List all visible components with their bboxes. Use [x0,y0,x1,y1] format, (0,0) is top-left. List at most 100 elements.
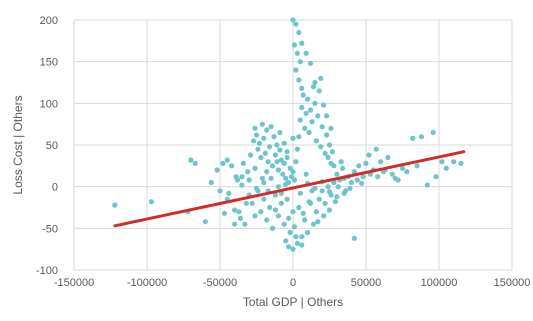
scatter-point [245,169,251,175]
scatter-point [318,75,324,81]
scatter-point [237,215,244,221]
scatter-point [306,129,312,136]
scatter-point [389,171,395,177]
scatter-point [272,152,279,158]
x-tick-label: 150000 [494,277,531,289]
x-tick-label: 100000 [421,277,458,289]
scatter-point [253,185,260,191]
scatter-point [322,200,328,206]
scatter-point [226,190,232,196]
scatter-point [217,188,223,194]
scatter-point [278,200,284,206]
scatter-point [286,244,292,250]
scatter-point [287,229,293,236]
scatter-point [325,184,331,190]
scatter-point [347,185,353,191]
x-tick-label: -50000 [203,277,237,289]
scatter-points [112,17,464,252]
scatter-point [252,213,258,219]
scatter-point [300,92,306,98]
scatter-point [112,202,118,208]
scatter-point [296,204,302,211]
scatter-point [321,102,327,108]
scatter-point [249,200,255,206]
scatter-point [299,85,305,91]
scatter-point [224,157,230,163]
scatter-point [424,182,430,188]
scatter-point [236,209,242,215]
scatter-point [430,129,436,136]
scatter-point [275,167,281,173]
scatter-point [293,234,299,240]
scatter-point [332,199,338,205]
scatter-point [274,142,280,148]
scatter-point [284,196,290,202]
scatter-point [284,154,290,161]
scatter-point [246,177,252,183]
scatter-point [303,171,309,177]
scatter-point [302,125,308,131]
scatter-point [439,159,445,165]
scatter-point [291,42,298,48]
scatter-point [148,199,154,205]
scatter-point [313,138,319,144]
scatter-point [294,146,300,152]
scatter-point [329,149,336,155]
scatter-point [373,146,379,152]
scatter-point [188,157,194,163]
scatter-point [334,194,340,200]
y-axis-title: Loss Cost | Others [11,95,25,194]
scatter-point [283,175,289,181]
scatter-point [305,96,311,102]
scatter-point [252,125,258,131]
scatter-point [316,196,322,202]
scatter-point [299,234,305,240]
scatter-point [331,179,337,186]
scatter-point [252,165,258,171]
scatter-point [316,88,322,94]
scatter-point [232,207,238,213]
scatter-point [326,189,333,195]
scatter-point [335,184,341,190]
scatter-point [272,192,279,198]
scatter-point [300,210,306,216]
scatter-point [267,144,273,150]
scatter-point [307,60,314,66]
scatter-point [239,182,245,188]
scatter-point [208,179,214,186]
scatter-point [319,124,325,130]
scatter-point [363,160,369,166]
scatter-point [414,163,420,169]
scatter-point [264,169,270,175]
scatter-point [281,160,287,166]
scatter-point [351,169,357,175]
scatter-point [351,235,357,241]
scatter-point [359,180,365,186]
scatter-point [269,163,276,169]
scatter-point [259,175,265,181]
y-tick-label: -50 [42,223,58,235]
scatter-point [202,219,208,225]
y-tick-label: 200 [40,15,58,27]
scatter-point [272,207,279,213]
scatter-point [283,238,289,244]
scatter-point [290,135,296,141]
scatter-point [310,221,317,227]
scatter-point [309,188,315,194]
scatter-point [341,190,347,196]
scatter-point [261,135,267,141]
scatter-point [233,174,239,180]
scatter-point [280,171,286,177]
scatter-point [410,135,416,141]
scatter-point [323,113,330,119]
scatter-point [271,134,277,140]
scatter-point [274,159,280,165]
scatter-point [283,181,289,187]
scatter-point [325,154,331,161]
y-tick-labels: -100 -50 0 50 100 150 200 [36,15,58,277]
y-tick-label: 150 [40,57,58,69]
scatter-point [366,152,372,158]
scatter-point [290,169,296,175]
y-tick-label: -100 [36,265,58,277]
scatter-point [248,152,254,158]
